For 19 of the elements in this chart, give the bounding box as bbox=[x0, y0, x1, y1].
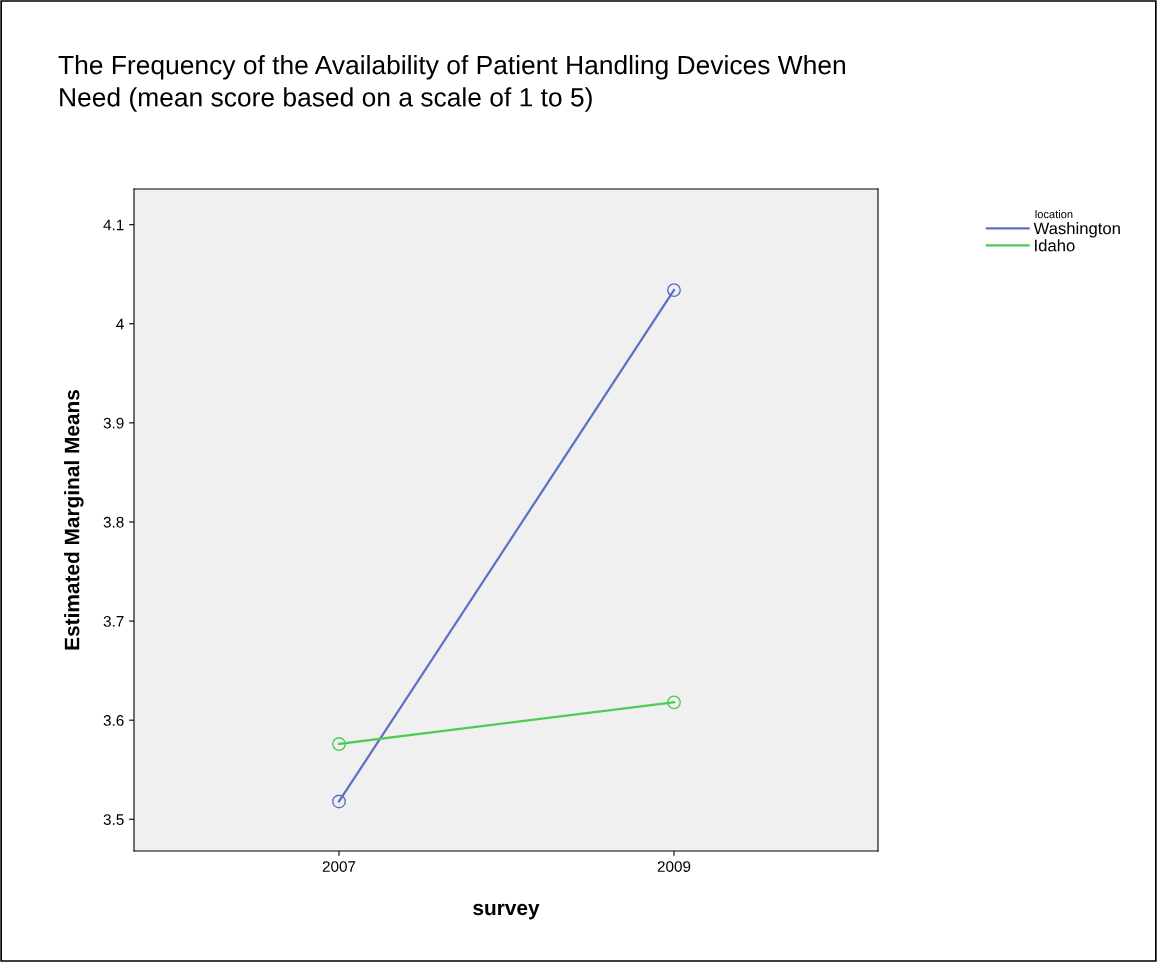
y-tick-label: 3.7 bbox=[103, 615, 124, 627]
y-tick-label: 4 bbox=[116, 318, 124, 330]
legend-label: Idaho bbox=[1035, 239, 1075, 252]
y-tick-label: 3.8 bbox=[103, 516, 124, 528]
y-tick-label: 3.9 bbox=[103, 417, 124, 429]
point bbox=[332, 737, 346, 751]
legend-title: location bbox=[1035, 210, 1073, 219]
y-tick-label: 3.5 bbox=[103, 814, 124, 825]
x-tick-label: 2007 bbox=[322, 861, 356, 872]
point bbox=[332, 794, 346, 809]
y-tick-label: 3.6 bbox=[103, 715, 124, 726]
chart-title: The Frequency of the Availability of Patient Handling Devices When Need (mean score based on a scale of 1 to 5) bbox=[58, 55, 845, 112]
point bbox=[667, 695, 681, 710]
x-axis-title: survey bbox=[473, 903, 540, 920]
y-tick-label: 4.1 bbox=[103, 219, 124, 231]
point bbox=[667, 283, 681, 298]
x-tick-label: 2009 bbox=[657, 861, 691, 872]
legend-label: Washington bbox=[1033, 222, 1120, 238]
y-axis-title: Estimated Marginal Means bbox=[64, 390, 84, 650]
